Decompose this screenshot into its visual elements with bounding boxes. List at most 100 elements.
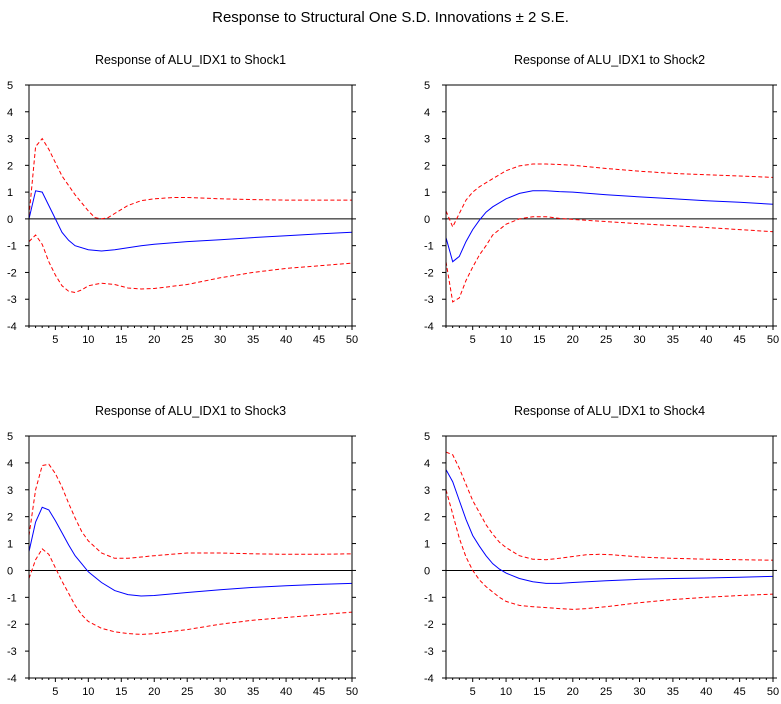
x-tick-label: 5 — [470, 686, 476, 698]
x-tick-label: 10 — [82, 686, 94, 698]
x-tick-label: 35 — [667, 334, 679, 346]
panel-title: Response of ALU_IDX1 to Shock1 — [95, 53, 286, 67]
y-tick-label: 3 — [424, 485, 430, 497]
y-tick-label: 5 — [7, 431, 13, 443]
y-tick-label: -4 — [424, 321, 434, 333]
y-tick-label: 3 — [424, 134, 430, 146]
y-tick-label: 5 — [7, 80, 13, 92]
x-tick-label: 15 — [533, 686, 545, 698]
y-tick-label: 0 — [424, 214, 430, 226]
x-tick-label: 45 — [313, 334, 325, 346]
y-tick-label: 4 — [424, 107, 430, 119]
x-tick-label: 30 — [633, 686, 645, 698]
x-tick-label: 25 — [181, 334, 193, 346]
y-tick-label: -4 — [7, 673, 17, 685]
series-response-line — [446, 469, 773, 584]
panel-title: Response of ALU_IDX1 to Shock2 — [514, 53, 705, 67]
series-lower-line — [446, 216, 773, 303]
y-tick-label: 4 — [7, 458, 13, 470]
y-tick-label: -1 — [424, 241, 434, 253]
y-tick-label: -3 — [424, 646, 434, 658]
x-tick-label: 25 — [600, 334, 612, 346]
series-upper-line — [29, 463, 352, 559]
y-tick-label: 0 — [7, 565, 13, 577]
series-response-line — [29, 190, 352, 252]
y-tick-label: 0 — [7, 214, 13, 226]
y-tick-label: 3 — [7, 134, 13, 146]
y-tick-label: -1 — [424, 592, 434, 604]
x-tick-label: 5 — [52, 334, 58, 346]
y-tick-label: 1 — [7, 539, 13, 551]
y-tick-label: 3 — [7, 485, 13, 497]
plot-frame — [28, 84, 353, 327]
y-tick-label: 0 — [424, 565, 430, 577]
y-tick-label: 5 — [424, 80, 430, 92]
x-tick-label: 15 — [533, 334, 545, 346]
panel-title: Response of ALU_IDX1 to Shock3 — [95, 404, 286, 418]
x-tick-label: 50 — [346, 334, 358, 346]
x-tick-label: 15 — [115, 686, 127, 698]
y-tick-label: -3 — [424, 294, 434, 306]
plot-frame — [445, 435, 774, 679]
x-tick-label: 25 — [600, 686, 612, 698]
y-tick-label: 1 — [7, 187, 13, 199]
x-tick-label: 40 — [280, 686, 292, 698]
series-upper-line — [29, 137, 352, 220]
x-tick-label: 20 — [148, 686, 160, 698]
x-tick-label: 20 — [567, 334, 579, 346]
x-tick-label: 30 — [214, 334, 226, 346]
x-tick-label: 50 — [346, 686, 358, 698]
y-tick-label: -2 — [424, 619, 434, 631]
x-tick-label: 45 — [313, 686, 325, 698]
y-tick-label: -1 — [7, 241, 17, 253]
x-tick-label: 35 — [247, 334, 259, 346]
x-tick-label: 20 — [148, 334, 160, 346]
y-tick-label: -2 — [7, 619, 17, 631]
x-tick-label: 30 — [214, 686, 226, 698]
x-tick-label: 20 — [567, 686, 579, 698]
x-tick-label: 5 — [52, 686, 58, 698]
series-upper-line — [446, 163, 773, 229]
series-lower-line — [29, 234, 352, 294]
x-tick-label: 35 — [667, 686, 679, 698]
series-lower-line — [29, 548, 352, 635]
x-tick-label: 5 — [470, 334, 476, 346]
x-tick-label: 15 — [115, 334, 127, 346]
y-tick-label: -3 — [7, 294, 17, 306]
series-upper-line — [446, 451, 773, 561]
y-tick-label: 2 — [7, 512, 13, 524]
y-tick-label: 2 — [424, 160, 430, 172]
y-tick-label: -1 — [7, 592, 17, 604]
x-tick-label: 45 — [734, 334, 746, 346]
x-tick-label: 40 — [280, 334, 292, 346]
x-tick-label: 40 — [700, 334, 712, 346]
series-response-line — [29, 506, 352, 597]
y-tick-label: 2 — [7, 160, 13, 172]
y-tick-label: 1 — [424, 539, 430, 551]
panel-3: Response of ALU_IDX1 to Shock3 -4 -3 -2 -1 0 1… — [7, 404, 358, 698]
panel-title: Response of ALU_IDX1 to Shock4 — [514, 404, 705, 418]
panel-2: Response of ALU_IDX1 to Shock2 -4 -3 -2 -1 0 1… — [424, 53, 779, 346]
plot-frame — [28, 435, 353, 679]
x-tick-label: 10 — [500, 686, 512, 698]
y-tick-label: -2 — [424, 267, 434, 279]
x-tick-label: 10 — [500, 334, 512, 346]
x-tick-label: 25 — [181, 686, 193, 698]
y-tick-label: 1 — [424, 187, 430, 199]
x-tick-label: 50 — [767, 686, 779, 698]
y-tick-label: -2 — [7, 267, 17, 279]
x-tick-label: 35 — [247, 686, 259, 698]
figure-title: Response to Structural One S.D. Innovati… — [212, 9, 569, 26]
panel-4: Response of ALU_IDX1 to Shock4 -4 -3 -2 -1 0 1… — [424, 404, 779, 698]
y-tick-label: 4 — [424, 458, 430, 470]
y-tick-label: 5 — [424, 431, 430, 443]
x-tick-label: 30 — [633, 334, 645, 346]
plot-frame — [445, 84, 774, 327]
x-tick-label: 45 — [734, 686, 746, 698]
y-tick-label: 2 — [424, 512, 430, 524]
series-response-line — [446, 190, 773, 263]
y-tick-label: -4 — [7, 321, 17, 333]
panel-1: Response of ALU_IDX1 to Shock1 -4 -3 -2 -1 0 1… — [7, 53, 358, 346]
x-tick-label: 50 — [767, 334, 779, 346]
